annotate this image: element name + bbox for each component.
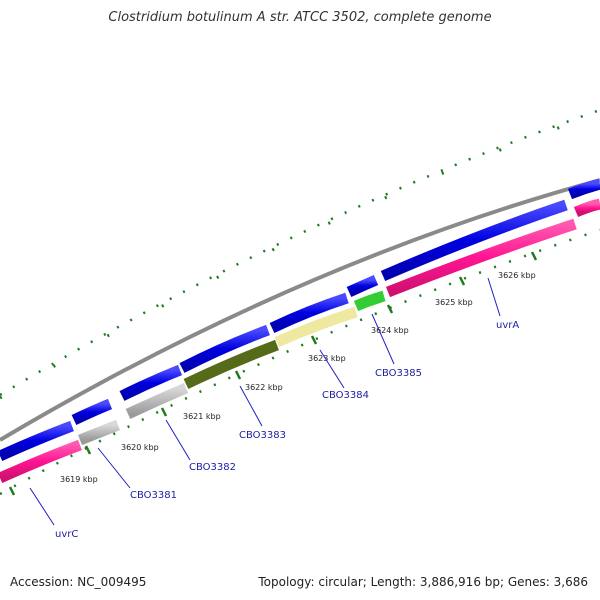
cds-CBO3382[interactable]: [125, 382, 189, 419]
gene-label-CBO3385[interactable]: CBO3385: [375, 368, 422, 379]
gene-labels: uvrC CBO3381 CBO3382 CBO3383 CBO3384 CBO…: [55, 320, 519, 540]
outer-dashed-ring-major: [0, 111, 600, 400]
gene-label-CBO3382[interactable]: CBO3382: [189, 462, 236, 473]
gene-label-CBO3381[interactable]: CBO3381: [130, 490, 177, 501]
forward-gene-8[interactable]: [567, 178, 600, 200]
tick-labels: 3619 kbp 3620 kbp 3621 kbp 3622 kbp 3623…: [60, 271, 536, 484]
tick-label: 3623 kbp: [308, 354, 346, 363]
forward-gene-3[interactable]: [119, 364, 183, 401]
forward-strand: [0, 178, 600, 462]
tick-label: 3622 kbp: [245, 383, 283, 392]
cds-CBO3383[interactable]: [183, 339, 279, 389]
forward-gene-1[interactable]: [0, 420, 74, 462]
gene-label-CBO3383[interactable]: CBO3383: [239, 430, 286, 441]
reverse-gene-uvrC[interactable]: [0, 439, 82, 484]
tick-label: 3620 kbp: [121, 443, 159, 452]
cds-features: [77, 290, 386, 446]
forward-gene-7[interactable]: [380, 199, 568, 282]
major-ticks: [8, 251, 538, 496]
reverse-strand: [0, 198, 600, 484]
gene-label-CBO3384[interactable]: CBO3384: [322, 390, 369, 401]
forward-gene-5[interactable]: [269, 292, 349, 333]
tick-label: 3625 kbp: [435, 298, 473, 307]
tick-label: 3619 kbp: [60, 475, 98, 484]
forward-gene-6[interactable]: [346, 274, 379, 297]
reverse-gene-uvrA[interactable]: [385, 218, 577, 298]
map-title: Clostridium botulinum A str. ATCC 3502, …: [108, 10, 492, 25]
genome-summary-text: Topology: circular; Length: 3,886,916 bp…: [258, 575, 588, 589]
gene-label-uvrC[interactable]: uvrC: [55, 529, 78, 540]
accession-text: Accession: NC_009495: [10, 575, 147, 589]
tick-label: 3621 kbp: [183, 412, 221, 421]
forward-gene-2[interactable]: [71, 398, 113, 425]
label-leaders: [29, 277, 501, 526]
tick-label: 3624 kbp: [371, 326, 409, 335]
reverse-gene-right[interactable]: [573, 198, 600, 218]
inner-dashed-ring: [0, 228, 600, 496]
tick-label: 3626 kbp: [498, 271, 536, 280]
genome-backbone: [0, 178, 600, 442]
gene-label-uvrA[interactable]: uvrA: [496, 320, 519, 331]
outer-dashed-ring: [0, 108, 600, 397]
cds-CBO3385[interactable]: [353, 290, 386, 312]
cds-CBO3381[interactable]: [77, 419, 120, 446]
forward-gene-4[interactable]: [179, 324, 270, 373]
cds-CBO3384[interactable]: [274, 306, 358, 348]
